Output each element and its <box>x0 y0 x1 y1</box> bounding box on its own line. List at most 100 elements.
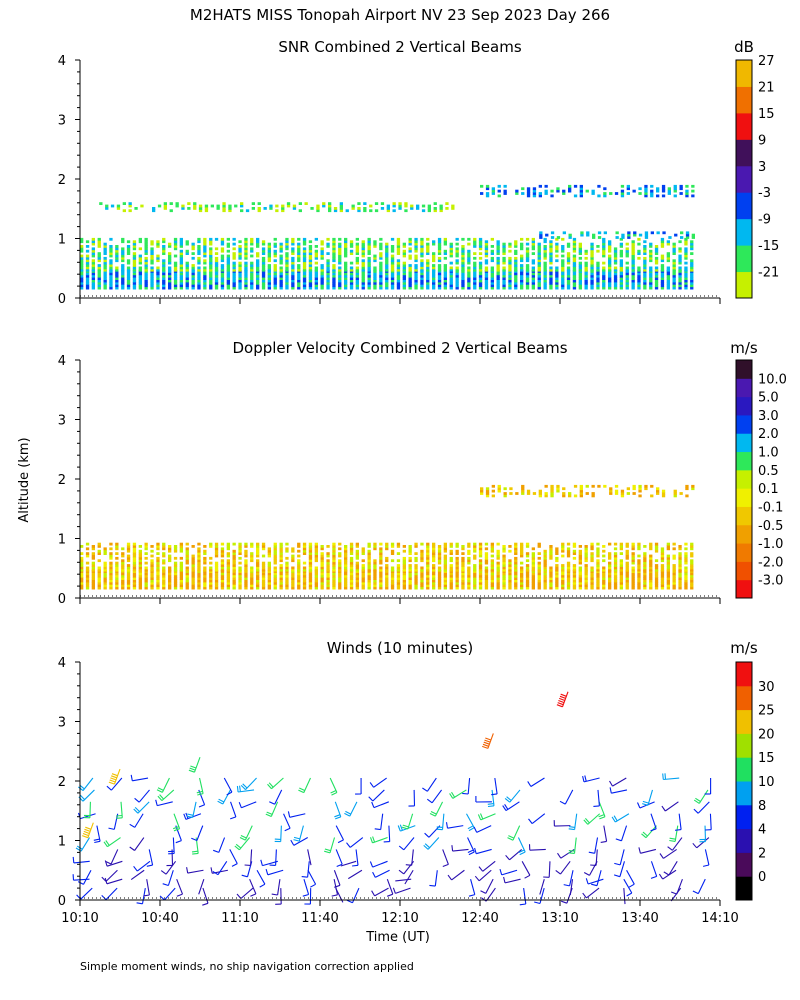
heatmap-cell <box>279 566 283 570</box>
heatmap-cell <box>602 245 606 248</box>
heatmap-cell <box>660 242 665 246</box>
heatmap-cell <box>216 207 220 210</box>
heatmap-cell <box>168 261 172 265</box>
heatmap-cell <box>490 268 494 272</box>
heatmap-cell <box>320 564 324 567</box>
heatmap-cell <box>690 268 694 272</box>
heatmap-cell <box>690 259 694 263</box>
wind-barb-flag <box>136 902 143 905</box>
heatmap-cell <box>461 264 465 267</box>
wind-barb-staff <box>709 813 712 830</box>
heatmap-cell <box>338 259 342 263</box>
heatmap-cell <box>572 286 577 290</box>
heatmap-cell <box>390 586 395 590</box>
wind-barb-flag <box>528 818 533 824</box>
wind-barb-staff <box>670 887 682 902</box>
heatmap-cell <box>619 542 623 546</box>
heatmap-cell <box>596 279 600 283</box>
heatmap-cell <box>478 279 483 283</box>
heatmap-cell <box>162 579 166 583</box>
wind-barb-flag <box>588 851 595 854</box>
heatmap-cell <box>355 245 359 248</box>
heatmap-cell <box>480 184 484 188</box>
heatmap-cell <box>502 547 506 551</box>
heatmap-cell <box>115 574 119 578</box>
wind-barb-flag <box>582 892 587 899</box>
heatmap-cell <box>520 264 524 267</box>
heatmap-cell <box>678 281 682 285</box>
heatmap-cell <box>566 572 571 576</box>
heatmap-cell <box>478 579 483 583</box>
heatmap-cell <box>467 556 471 560</box>
heatmap-cell <box>357 209 361 213</box>
wind-barb-flag <box>176 893 183 897</box>
heatmap-cell <box>625 552 629 555</box>
heatmap-cell <box>302 254 307 258</box>
wind-barb <box>667 837 683 851</box>
heatmap-cell <box>608 586 612 590</box>
heatmap-cell <box>297 272 301 276</box>
wind-barb <box>134 789 150 803</box>
heatmap-cell <box>644 236 649 239</box>
heatmap-cell <box>250 574 254 578</box>
heatmap-cell <box>661 184 666 188</box>
heatmap-cell <box>344 584 348 588</box>
wind-barb-flag <box>480 890 487 894</box>
heatmap-cell <box>297 277 301 280</box>
heatmap-cell <box>608 247 612 251</box>
heatmap-cell <box>396 252 401 255</box>
heatmap-cell <box>625 284 629 288</box>
wind-barb-flag <box>661 805 666 812</box>
heatmap-cell <box>467 559 471 563</box>
heatmap-cell <box>455 581 459 585</box>
heatmap-cell <box>467 586 471 590</box>
heatmap-cell <box>322 202 326 205</box>
heatmap-cell <box>426 559 430 563</box>
heatmap-cell <box>91 566 95 570</box>
heatmap-cell <box>339 207 343 210</box>
wind-barb-flag <box>271 893 278 896</box>
heatmap-cell <box>596 586 600 590</box>
heatmap-cell <box>654 247 659 251</box>
heatmap-cell <box>373 561 377 565</box>
heatmap-cell <box>109 542 113 546</box>
wind-barb-flag <box>368 796 374 802</box>
heatmap-cell <box>97 279 101 283</box>
heatmap-cell <box>690 554 694 558</box>
heatmap-cell <box>138 237 142 241</box>
wind-barb-flag <box>109 779 116 783</box>
heatmap-cell <box>620 494 625 498</box>
heatmap-cell <box>103 247 107 251</box>
heatmap-cell <box>173 237 178 241</box>
heatmap-cell <box>537 261 541 265</box>
heatmap-cell <box>279 259 283 263</box>
heatmap-cell <box>502 545 506 548</box>
heatmap-cell <box>191 256 195 260</box>
heatmap-cell <box>261 240 266 244</box>
heatmap-cell <box>661 187 666 191</box>
heatmap-cell <box>402 581 406 585</box>
heatmap-cell <box>132 266 137 270</box>
heatmap-cell <box>467 259 471 263</box>
heatmap-cell <box>179 561 183 565</box>
heatmap-cell <box>238 568 242 572</box>
heatmap-cell <box>690 242 694 246</box>
heatmap-cell <box>654 249 659 253</box>
heatmap-cell <box>326 581 330 585</box>
heatmap-cell <box>561 566 565 570</box>
heatmap-cell <box>156 240 160 244</box>
heatmap-cell <box>549 584 553 588</box>
heatmap-cell <box>461 581 465 585</box>
heatmap-cell <box>426 266 430 270</box>
wind-barb <box>130 869 145 881</box>
wind-barb-flag <box>331 894 338 897</box>
heatmap-cell <box>320 552 324 555</box>
heatmap-cell <box>238 245 242 248</box>
heatmap-cell <box>204 209 209 213</box>
heatmap-cell <box>678 545 682 548</box>
heatmap-cell <box>349 272 354 276</box>
heatmap-cell <box>220 584 225 588</box>
heatmap-cell <box>203 581 207 585</box>
heatmap-cell <box>502 561 506 565</box>
heatmap-cell <box>191 564 195 567</box>
